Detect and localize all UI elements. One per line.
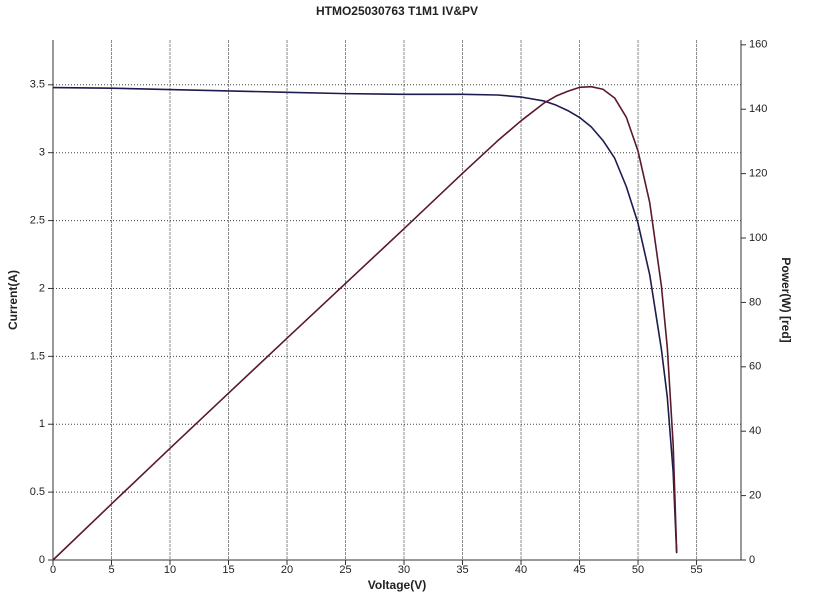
- x-tick-label: 55: [690, 564, 702, 576]
- x-tick-label: 15: [222, 564, 234, 576]
- x-tick-label: 0: [50, 564, 56, 576]
- y2-axis-label: Power(W) [red]: [779, 257, 793, 342]
- y2-tick-label: 120: [749, 168, 767, 180]
- y-tick-label: 2.5: [30, 214, 45, 226]
- x-tick-label: 30: [398, 564, 410, 576]
- y-tick-label: 0: [39, 554, 45, 566]
- x-tick-label: 50: [632, 564, 644, 576]
- y-tick-label: 3.5: [30, 79, 45, 91]
- y2-tick-label: 140: [749, 103, 767, 115]
- x-tick-label: 25: [339, 564, 351, 576]
- x-tick-label: 5: [108, 564, 114, 576]
- y2-tick-label: 0: [749, 554, 755, 566]
- y2-tick-label: 100: [749, 232, 767, 244]
- x-tick-label: 20: [281, 564, 293, 576]
- series-line: [52, 85, 678, 561]
- y2-tick-label: 80: [749, 296, 761, 308]
- series-line: [52, 86, 678, 554]
- y2-tick-label: 60: [749, 361, 761, 373]
- y-tick-label: 3: [39, 147, 45, 159]
- x-tick-label: 35: [456, 564, 468, 576]
- y-tick-label: 1.5: [30, 350, 45, 362]
- y-tick-label: 2: [39, 282, 45, 294]
- y-tick-label: 1: [39, 418, 45, 430]
- x-axis-label: Voltage(V): [368, 578, 426, 592]
- x-tick-label: 45: [573, 564, 585, 576]
- y2-tick-label: 40: [749, 425, 761, 437]
- y2-tick-label: 160: [749, 39, 767, 51]
- y-axis-label: Current(A): [6, 270, 20, 330]
- y2-tick-label: 20: [749, 490, 761, 502]
- x-tick-label: 10: [164, 564, 176, 576]
- y-tick-label: 0.5: [30, 486, 45, 498]
- x-tick-label: 40: [515, 564, 527, 576]
- chart-title: HTMO25030763 T1M1 IV&PV: [316, 4, 478, 18]
